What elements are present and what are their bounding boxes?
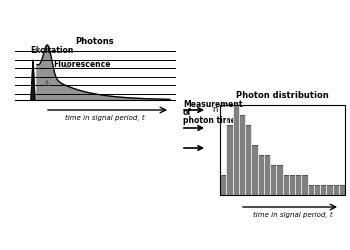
Bar: [314, 185, 320, 195]
Text: Excitation: Excitation: [30, 46, 74, 55]
Bar: [308, 185, 314, 195]
Bar: [270, 165, 276, 195]
Bar: [320, 185, 326, 195]
Bar: [339, 185, 345, 195]
Bar: [295, 175, 301, 195]
Text: of: of: [183, 108, 192, 117]
Bar: [239, 115, 245, 195]
Bar: [282, 175, 289, 195]
Polygon shape: [37, 45, 170, 100]
Bar: [258, 155, 264, 195]
Bar: [332, 185, 339, 195]
Bar: [220, 105, 345, 195]
Text: time in signal period, t: time in signal period, t: [253, 212, 332, 218]
Bar: [264, 155, 270, 195]
Bar: [251, 145, 258, 195]
Bar: [232, 105, 239, 195]
Bar: [301, 175, 308, 195]
Text: photon times: photon times: [183, 116, 240, 125]
Bar: [289, 175, 295, 195]
Text: Photons: Photons: [76, 37, 114, 46]
Bar: [226, 125, 232, 195]
Text: Photon distribution: Photon distribution: [236, 91, 329, 100]
Text: time in signal period, t: time in signal period, t: [65, 115, 145, 121]
Bar: [276, 165, 282, 195]
Polygon shape: [31, 60, 35, 100]
Bar: [220, 175, 226, 195]
Bar: [245, 125, 251, 195]
Text: Measurement: Measurement: [183, 100, 243, 109]
Text: Fluorescence: Fluorescence: [53, 60, 111, 69]
Bar: [326, 185, 332, 195]
Text: n: n: [213, 105, 218, 114]
